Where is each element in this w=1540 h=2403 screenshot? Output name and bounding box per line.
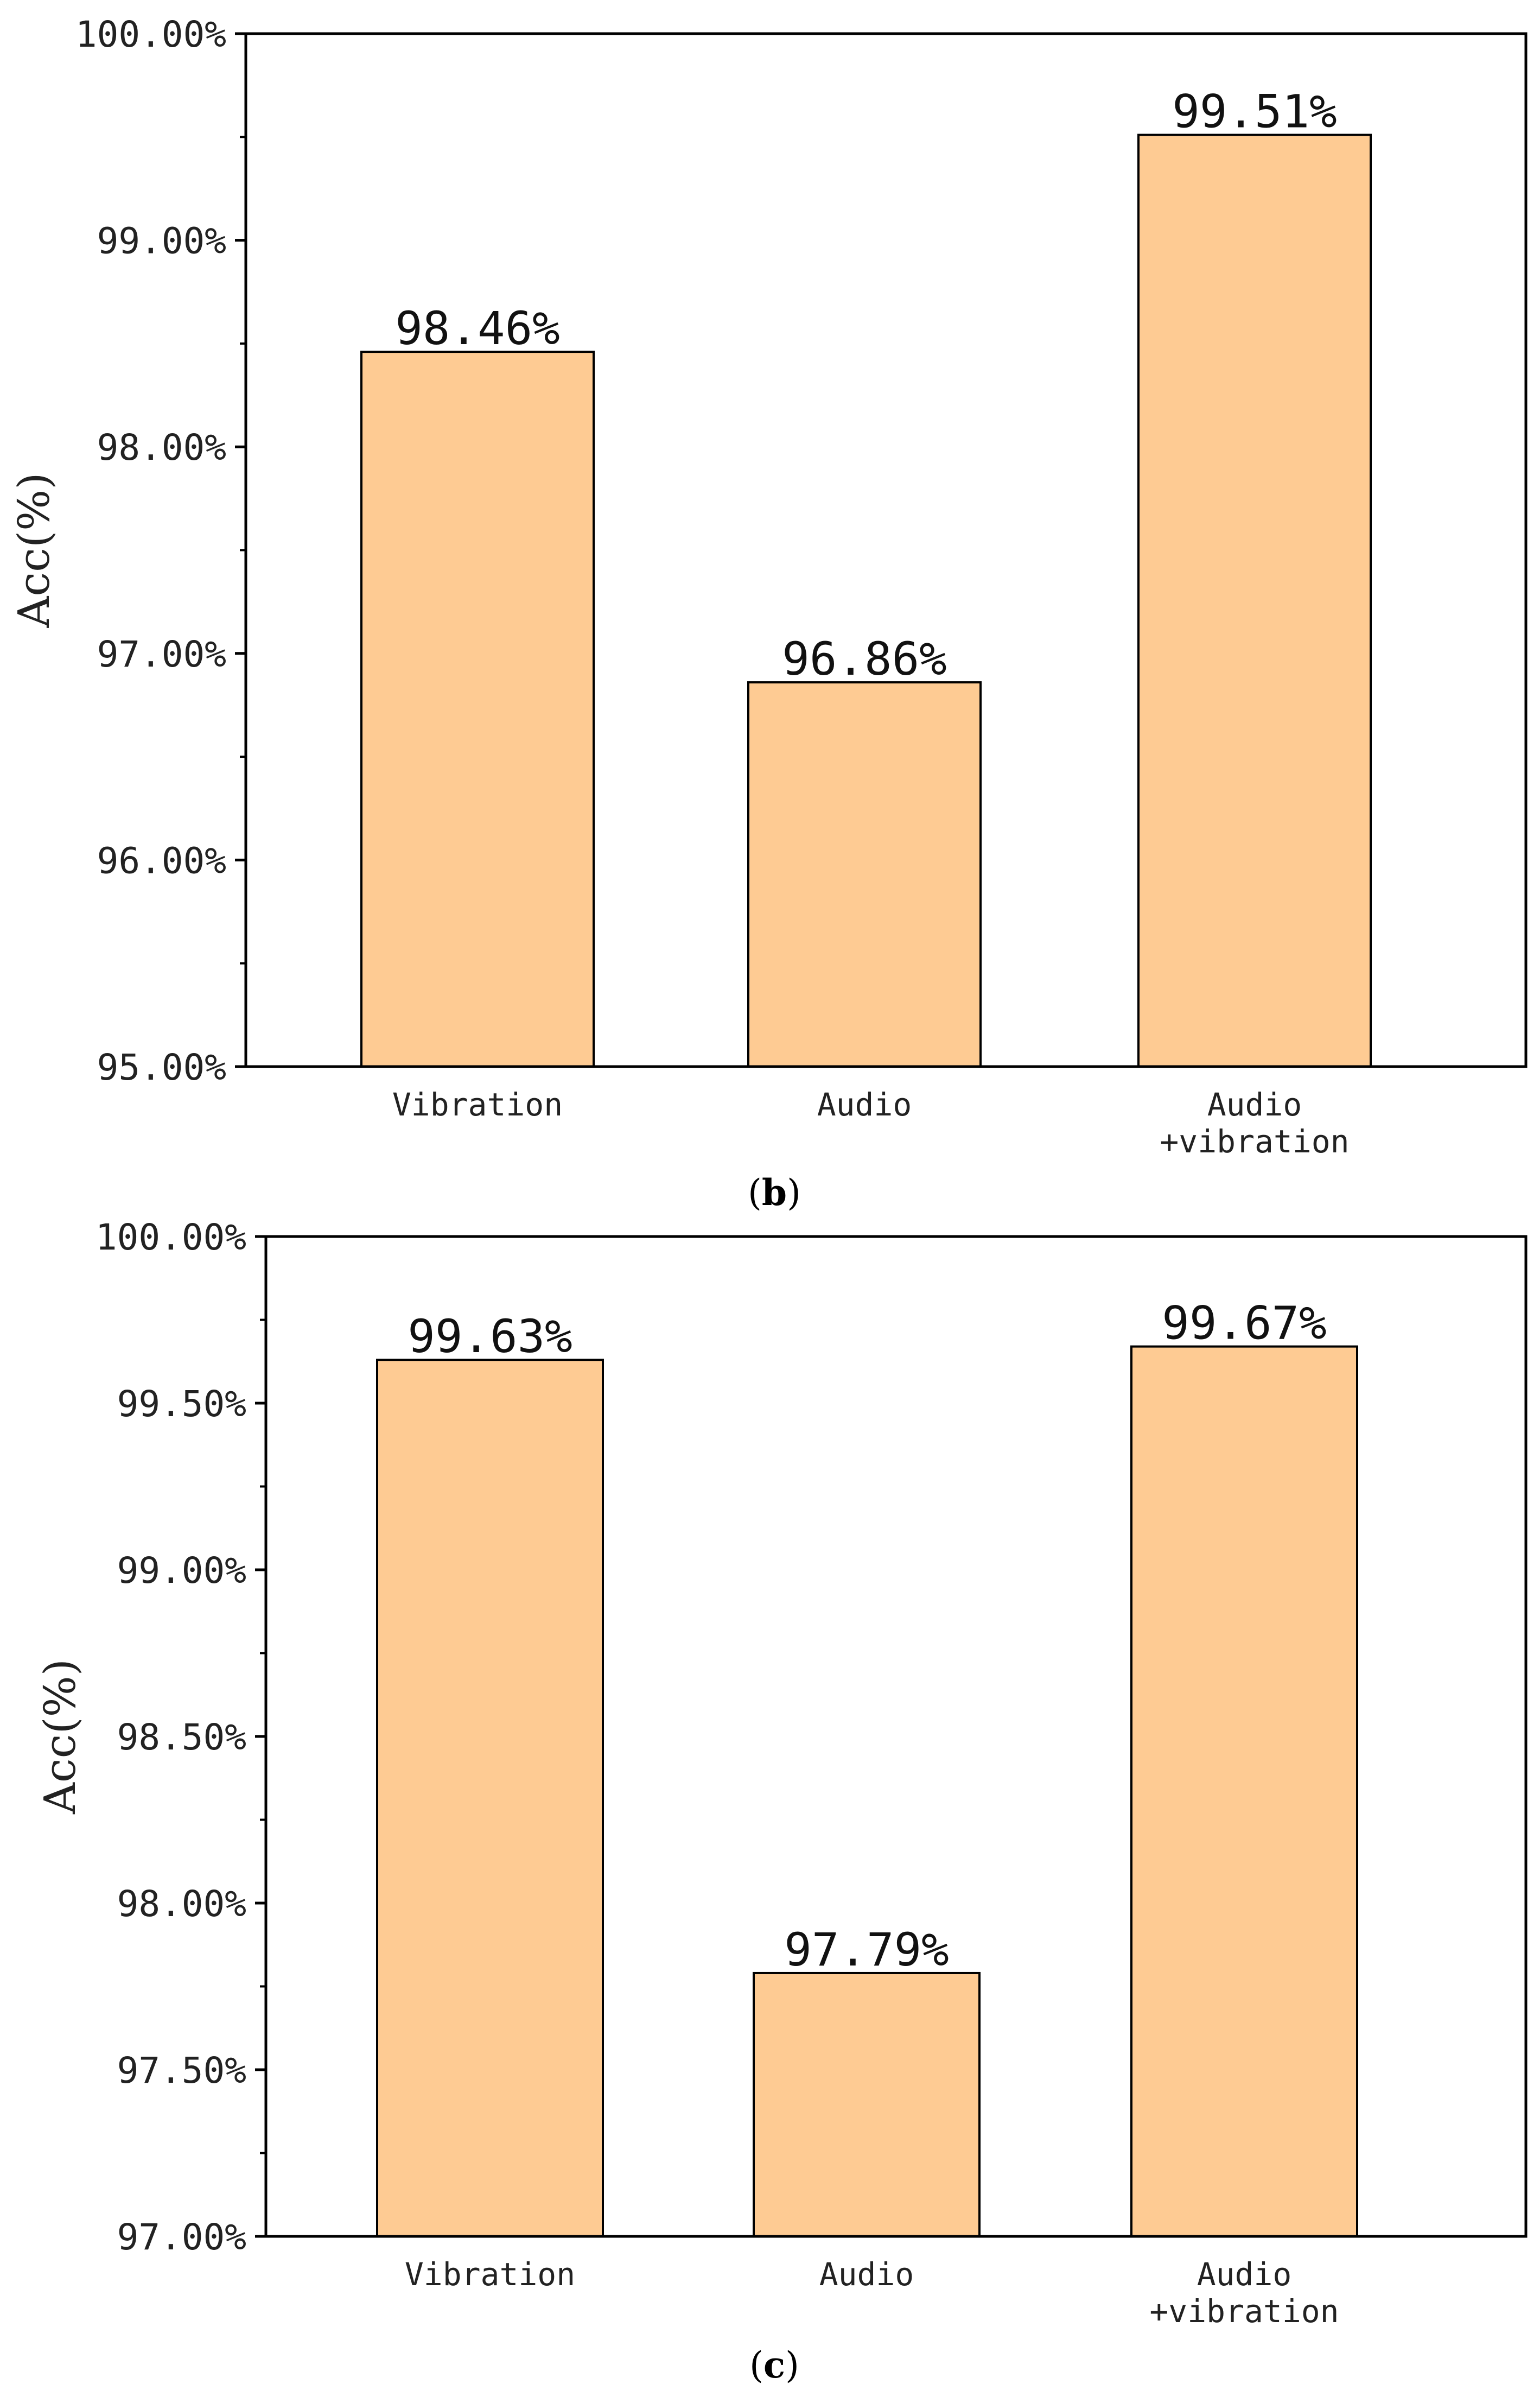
x-category-label: Audio +vibration: [1160, 1086, 1349, 1160]
value-label: 97.79%: [784, 1923, 949, 1976]
x-category-label-line: Audio: [1207, 1086, 1302, 1123]
y-tick-label: 98.00%: [117, 1883, 246, 1925]
x-category-label-line: Audio: [817, 1086, 912, 1123]
y-tick-label: 100.00%: [96, 1216, 246, 1258]
bar-vibration: [360, 351, 595, 1068]
y-tick-label: 97.00%: [97, 633, 226, 675]
panel-label-part: (: [748, 1172, 762, 1214]
x-category-label: Vibration: [405, 2256, 575, 2293]
chart-panel-b: 98.46% 96.86% 99.51% 95.00% 96.00% 97.00% 98.0…: [9, 14, 1528, 1214]
panel-label-part: c: [763, 2344, 785, 2386]
y-tick-label: 98.50%: [117, 1716, 246, 1758]
y-tick-label: 97.00%: [117, 2216, 246, 2258]
y-tick-label: 95.00%: [97, 1047, 226, 1088]
x-category-label: Vibration: [392, 1086, 563, 1123]
y-tick-label: 100.00%: [75, 14, 226, 55]
x-category-label-line: Audio: [819, 2256, 914, 2293]
x-category-label-line: +vibration: [1149, 2293, 1339, 2330]
value-label: 96.86%: [782, 632, 946, 686]
x-category-label-line: Vibration: [405, 2256, 575, 2293]
bar-audio: [753, 1971, 981, 2237]
y-tick-label: 97.50%: [117, 2050, 246, 2091]
x-category-label: Audio +vibration: [1149, 2256, 1339, 2330]
bar-audio-combined: [1130, 1345, 1358, 2238]
x-category-label: Audio: [817, 1086, 912, 1123]
value-label: 98.46%: [395, 302, 559, 355]
bar-audio: [747, 681, 982, 1068]
panel-label-part: (: [749, 2344, 763, 2386]
x-category-label: Audio: [819, 2256, 914, 2293]
y-axis-title: Acc(%): [35, 1659, 85, 1815]
x-category-label-line: Vibration: [392, 1086, 563, 1123]
y-tick-label: 99.50%: [117, 1383, 246, 1425]
y-tick-label: 98.00%: [97, 427, 226, 468]
chart-panel-c: 99.63% 97.79% 99.67% 97.00% 97.50% 98.00% 98.5…: [35, 1216, 1528, 2386]
x-category-label-line: +vibration: [1160, 1123, 1349, 1160]
panel-label-part: ): [785, 2344, 799, 2386]
y-tick-label: 99.00%: [97, 220, 226, 262]
value-label: 99.67%: [1162, 1297, 1326, 1350]
value-label: 99.63%: [408, 1310, 572, 1363]
value-label: 99.51%: [1172, 85, 1337, 138]
y-tick-label: 99.00%: [117, 1550, 246, 1592]
panel-label-part: ): [787, 1172, 801, 1214]
y-axis-title: Acc(%): [9, 473, 59, 629]
panel-label: (c): [749, 2344, 799, 2386]
bar-vibration: [376, 1359, 604, 2237]
x-category-label-line: Audio: [1197, 2256, 1292, 2293]
bar-audio-combined: [1137, 134, 1372, 1068]
panel-label-part: b: [762, 1171, 787, 1214]
y-tick-label: 96.00%: [97, 840, 226, 882]
panel-label: (b): [748, 1171, 801, 1214]
